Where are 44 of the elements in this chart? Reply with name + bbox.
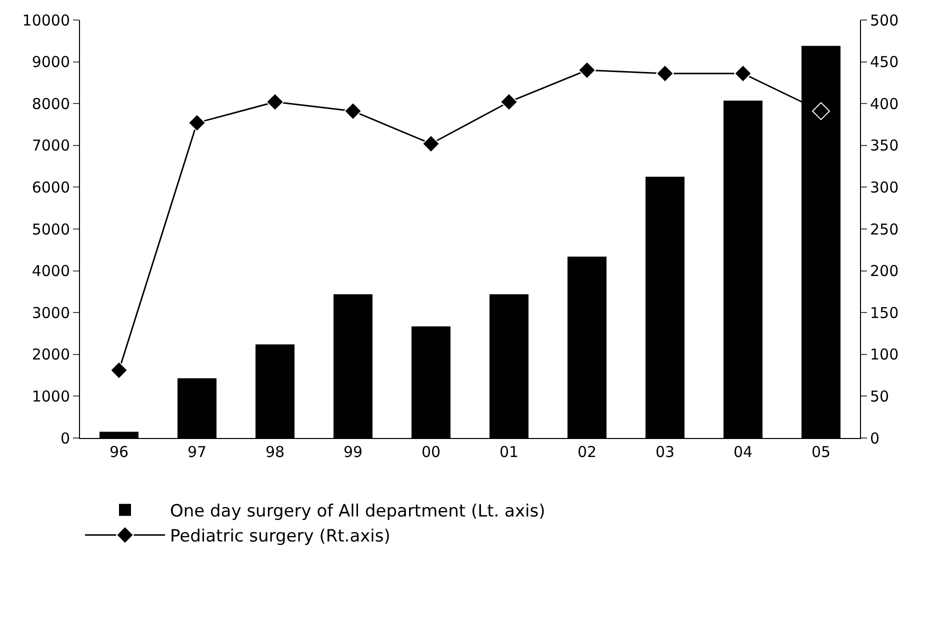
- legend-label: Pediatric surgery (Rt.axis): [170, 526, 390, 547]
- x-tick-label: 98: [265, 443, 285, 461]
- point: [422, 134, 440, 153]
- x-tick-label: 96: [109, 443, 129, 461]
- legend-label: One day surgery of All department (Lt. axis): [170, 502, 546, 522]
- x-tick-label: 02: [577, 443, 597, 461]
- x-tick-label: 00: [421, 443, 441, 461]
- y2-tick-label: 0: [870, 429, 880, 448]
- y2-tick-label: 50: [870, 387, 890, 406]
- y2-tick-label: 350: [870, 136, 899, 155]
- y-tick-label: 0: [60, 429, 70, 448]
- y2-tick-label: 100: [870, 346, 899, 364]
- y-tick-label: 9000: [32, 53, 70, 72]
- y-tick-label: 1000: [32, 387, 70, 406]
- x-tick-label: 97: [187, 443, 207, 461]
- y2-tick-label: 450: [870, 53, 899, 72]
- point: [812, 102, 830, 120]
- y2-tick-label: 200: [870, 262, 899, 280]
- x-tick-label: 99: [343, 443, 363, 461]
- y2-tick-label: 150: [870, 304, 899, 322]
- y-tick-label: 10000: [22, 11, 70, 30]
- x-tick-label: 04: [733, 443, 753, 461]
- x-tick-label: 05: [811, 443, 831, 461]
- y2-tick-label: 500: [870, 11, 899, 30]
- x-tick-label: 03: [655, 443, 675, 461]
- y-tick-label: 2000: [32, 346, 70, 364]
- point: [500, 92, 518, 111]
- y-tick-label: 8000: [32, 94, 70, 113]
- y-tick-label: 6000: [32, 178, 70, 196]
- point: [344, 102, 362, 120]
- point: [110, 361, 128, 380]
- y2-tick-label: 300: [870, 178, 899, 196]
- point: [188, 114, 206, 132]
- point: [266, 92, 284, 111]
- point: [578, 61, 596, 80]
- y-tick-label: 4000: [32, 262, 70, 280]
- y2-tick-label: 400: [870, 94, 899, 113]
- y-tick-label: 7000: [32, 136, 70, 155]
- x-tick-label: 01: [499, 443, 519, 461]
- y-tick-label: 3000: [32, 304, 70, 322]
- point: [734, 64, 752, 82]
- point: [656, 64, 674, 82]
- y-tick-label: 5000: [32, 220, 70, 238]
- y2-tick-label: 250: [870, 220, 899, 238]
